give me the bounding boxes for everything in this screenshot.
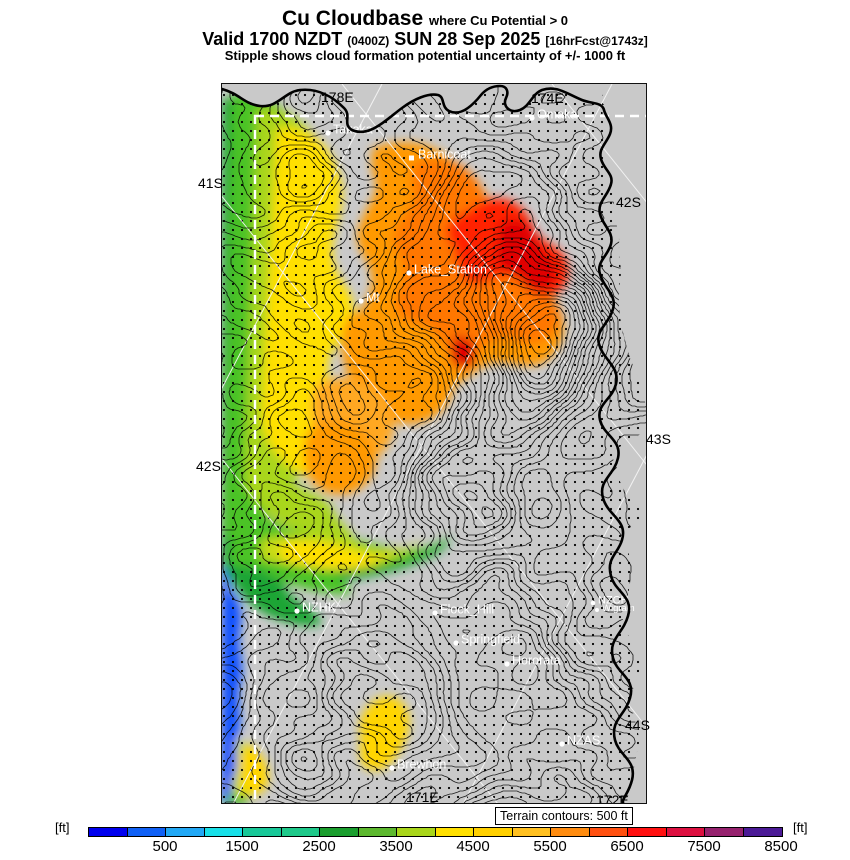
svg-text:171E: 171E bbox=[406, 789, 439, 804]
svg-text:Brewhon: Brewhon bbox=[397, 758, 446, 772]
svg-text:42S: 42S bbox=[616, 194, 641, 210]
svg-text:Mt: Mt bbox=[366, 291, 380, 305]
svg-text:Hororata: Hororata bbox=[512, 654, 561, 668]
svg-text:Flock_Hill: Flock_Hill bbox=[440, 603, 494, 617]
svg-text:Omaka: Omaka bbox=[537, 108, 577, 122]
svg-text:NZAS: NZAS bbox=[567, 734, 600, 748]
svg-text:Springfield: Springfield bbox=[461, 633, 520, 647]
svg-text:174E: 174E bbox=[531, 90, 564, 106]
svg-text:NZHK: NZHK bbox=[302, 601, 337, 615]
svg-text:Lake_Station: Lake_Station bbox=[414, 263, 487, 277]
svg-text:Barnicoat: Barnicoat bbox=[418, 148, 471, 162]
